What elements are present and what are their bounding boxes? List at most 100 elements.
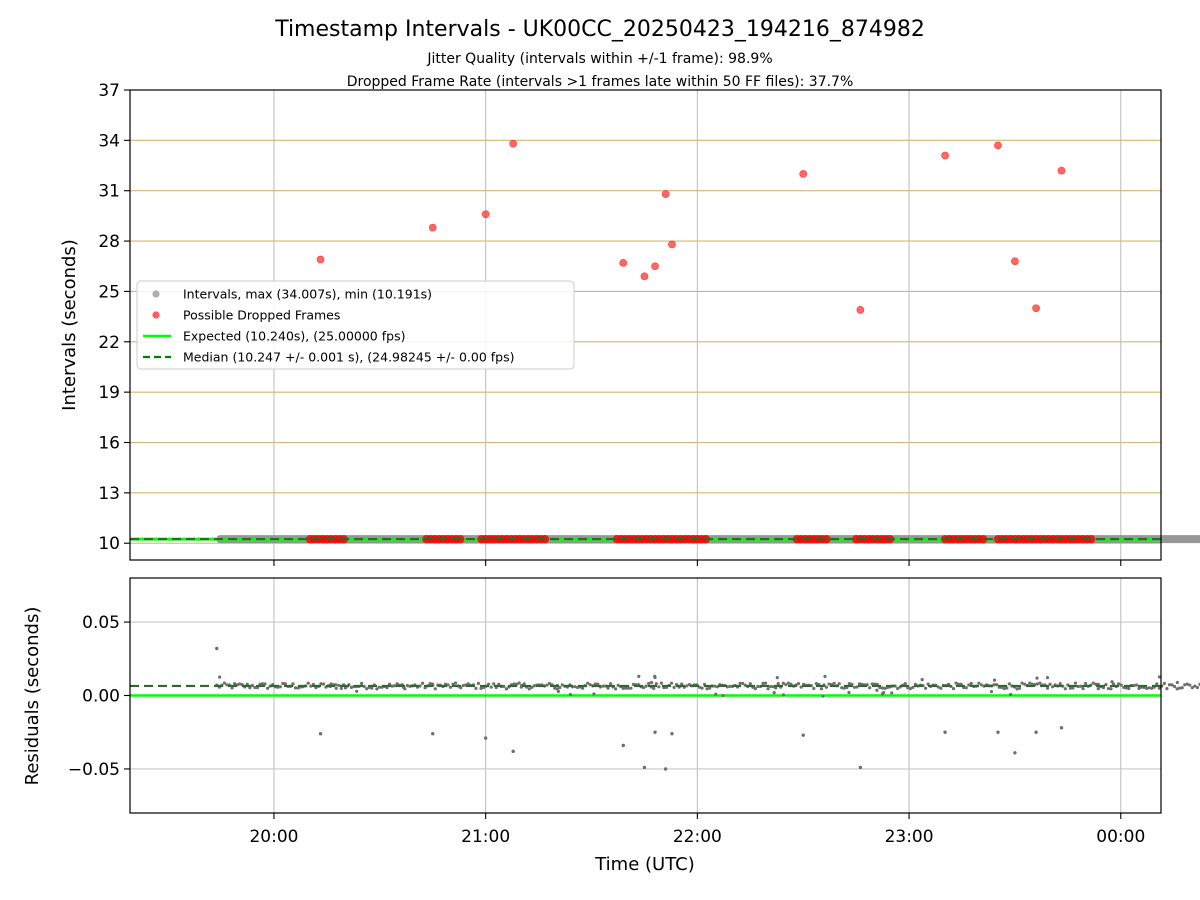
residual-point: [741, 681, 745, 686]
residual-point: [1096, 687, 1100, 691]
residual-point: [291, 682, 295, 686]
residual-point: [647, 681, 651, 686]
residual-point: [708, 686, 712, 690]
residual-point: [832, 681, 836, 685]
dropped-frame-point: [428, 223, 437, 232]
dropped-frame-point: [509, 139, 518, 148]
residual-point: [547, 681, 552, 686]
residual-point: [1017, 686, 1022, 690]
residual-point: [920, 677, 924, 682]
residual-point: [967, 683, 971, 687]
residual-point: [1009, 692, 1013, 697]
residual-point: [840, 686, 844, 690]
residual-point: [545, 683, 549, 687]
residual-point: [476, 681, 481, 686]
residual-point: [769, 684, 773, 689]
residual-point: [824, 685, 829, 689]
residual-point: [1068, 686, 1072, 690]
residual-point: [814, 681, 818, 686]
residual-point: [616, 683, 620, 687]
residual-point: [296, 686, 300, 690]
dropped-frame-point: [1057, 166, 1066, 175]
top-plot-frame: [129, 89, 1162, 561]
residual-point: [1145, 686, 1149, 690]
residual-point: [593, 682, 597, 686]
residual-point: [989, 689, 994, 694]
residual-outlier-point: [621, 743, 625, 748]
residual-point: [1178, 686, 1182, 690]
residual-point: [1175, 687, 1179, 691]
residual-point: [1167, 683, 1172, 687]
residual-point: [390, 684, 394, 688]
residual-point: [936, 685, 940, 689]
residual-point: [761, 681, 765, 685]
residual-point: [1111, 682, 1116, 686]
legend-label: Intervals, max (34.007s), min (10.191s): [183, 287, 432, 302]
residual-point: [278, 685, 282, 689]
residual-point: [657, 685, 661, 689]
residual-point: [890, 691, 894, 695]
residual-point: [847, 681, 851, 686]
residual-point: [776, 682, 780, 686]
residual-point: [556, 689, 560, 694]
residual-point: [1147, 686, 1151, 690]
top-y-tick-label: 10: [98, 534, 120, 554]
residual-point: [1180, 686, 1184, 690]
residual-outlier-point: [511, 749, 515, 754]
residual-point: [283, 682, 287, 686]
residual-point: [489, 685, 493, 689]
residual-point: [319, 682, 323, 686]
residual-point: [232, 682, 237, 686]
residual-point: [951, 687, 956, 691]
residual-point: [868, 686, 872, 690]
residual-point: [1073, 681, 1078, 685]
residual-point: [784, 683, 788, 687]
dropped-frame-point: [668, 240, 676, 249]
legend: Intervals, max (34.007s), min (10.191s) P…: [136, 280, 575, 370]
residual-outlier-point: [642, 765, 647, 770]
residual-point: [1165, 686, 1169, 691]
dropped-frame-point: [661, 190, 670, 198]
x-tick-label: 23:00: [885, 827, 934, 847]
residual-point: [799, 685, 803, 689]
residual-point: [629, 686, 633, 690]
residual-point: [714, 692, 718, 696]
residual-point: [530, 685, 534, 689]
residual-point: [512, 682, 516, 686]
residual-point: [405, 684, 409, 688]
bottom-y-axis-label: Residuals (seconds): [22, 607, 43, 786]
residuals-plot: 0.050.00−0.0520:0021:0022:0023:0000:0001…: [68, 577, 1200, 847]
residual-point: [230, 686, 234, 690]
residual-point: [1110, 680, 1114, 684]
residual-point: [1007, 682, 1012, 686]
residual-point: [504, 687, 509, 691]
residual-point: [774, 686, 778, 690]
residual-point: [823, 674, 827, 679]
residual-point: [713, 684, 717, 688]
residual-outlier-point: [318, 731, 323, 736]
residual-point: [592, 692, 596, 696]
residual-point: [365, 687, 369, 691]
residual-point: [448, 685, 453, 689]
residual-point: [339, 686, 343, 690]
residual-point: [1188, 683, 1192, 687]
legend-label: Possible Dropped Frames: [183, 308, 340, 323]
legend-box: [136, 280, 575, 370]
residual-point: [653, 675, 657, 680]
dropped-frame-baseline-point: [1086, 534, 1096, 544]
residual-point: [969, 681, 973, 686]
residual-point: [474, 686, 478, 690]
bottom-y-tick-label: 0.00: [82, 687, 120, 707]
residual-point: [857, 682, 862, 686]
legend-label: Median (10.247 +/- 0.001 s), (24.98245 +…: [183, 350, 514, 365]
dropped-frame-point: [316, 255, 325, 264]
residual-point: [293, 686, 298, 690]
top-y-tick-label: 31: [98, 182, 120, 202]
residual-point: [454, 681, 458, 685]
residual-point: [1117, 682, 1121, 686]
residual-point: [842, 686, 846, 690]
legend-label: Expected (10.240s), (25.00000 fps): [183, 329, 405, 344]
top-y-tick-label: 25: [98, 282, 120, 302]
residual-point: [1157, 686, 1161, 690]
residual-point: [1185, 682, 1189, 686]
